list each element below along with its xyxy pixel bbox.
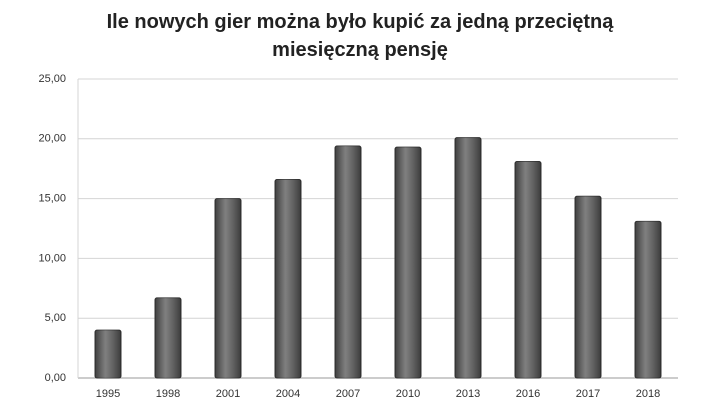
bar-shine	[95, 330, 121, 378]
y-tick-label: 20,00	[38, 133, 66, 145]
x-tick-label: 2017	[576, 388, 600, 400]
y-tick-label: 10,00	[38, 252, 66, 264]
chart-title: Ile nowych gier można było kupić za jedn…	[106, 11, 614, 61]
x-tick-label: 1998	[156, 388, 180, 400]
bar-shine	[515, 161, 541, 378]
x-tick-label: 2010	[396, 388, 420, 400]
bar-shine	[635, 221, 661, 378]
bar-shine	[575, 196, 601, 378]
bar-shine	[215, 198, 241, 378]
bar-shine	[335, 145, 361, 378]
y-tick-label: 5,00	[45, 312, 66, 324]
bar-shine	[395, 147, 421, 378]
bar-shine	[455, 137, 481, 378]
y-tick-label: 15,00	[38, 193, 66, 205]
bar-shine	[155, 297, 181, 378]
x-tick-label: 2013	[456, 388, 480, 400]
x-tick-label: 2007	[336, 388, 360, 400]
x-tick-label: 2016	[516, 388, 540, 400]
y-tick-label: 0,00	[45, 372, 66, 384]
x-tick-label: 2018	[636, 388, 660, 400]
bar-shine	[275, 179, 301, 378]
y-tick-label: 25,00	[38, 73, 66, 85]
x-tick-label: 1995	[96, 388, 120, 400]
x-tick-label: 2001	[216, 388, 240, 400]
x-tick-label: 2004	[276, 388, 300, 400]
